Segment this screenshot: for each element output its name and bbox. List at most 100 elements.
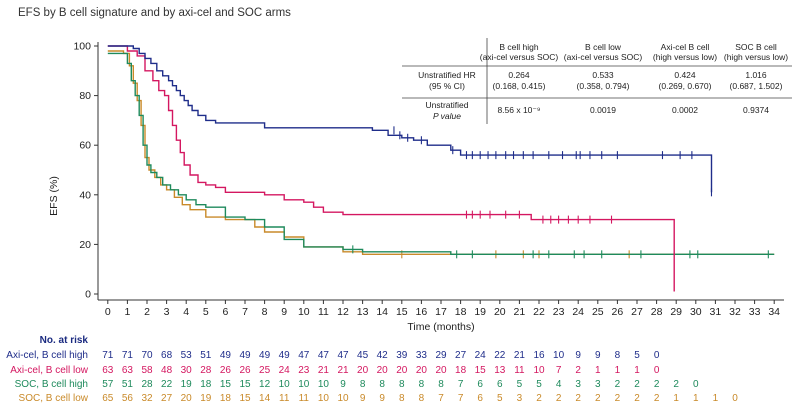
risk-value: 9 (595, 350, 601, 361)
table-cell: 0.0002 (672, 105, 698, 115)
risk-value: 6 (497, 379, 503, 390)
risk-value: 45 (357, 350, 369, 361)
x-tick-label: 28 (651, 306, 663, 318)
risk-value: 8 (399, 379, 405, 390)
risk-row-label: Axi-cel, B cell low (10, 365, 89, 376)
table-col-header: B cell low (585, 42, 622, 52)
x-tick-label: 22 (533, 306, 545, 318)
risk-value: 70 (141, 350, 153, 361)
risk-value: 2 (634, 379, 640, 390)
risk-value: 39 (396, 350, 408, 361)
risk-value: 16 (533, 350, 545, 361)
risk-value: 56 (122, 393, 134, 404)
risk-value: 13 (494, 365, 506, 376)
risk-row-label: SOC, B cell low (19, 393, 89, 404)
risk-value: 8 (438, 379, 444, 390)
risk-value: 10 (298, 379, 310, 390)
risk-value: 15 (475, 365, 487, 376)
risk-value: 1 (595, 365, 601, 376)
risk-value: 2 (615, 393, 621, 404)
x-tick-label: 31 (710, 306, 722, 318)
series-line (107, 50, 775, 255)
risk-value: 1 (634, 365, 640, 376)
x-tick-label: 0 (105, 306, 111, 318)
risk-value: 1 (713, 393, 719, 404)
risk-value: 7 (438, 393, 444, 404)
risk-value: 48 (161, 365, 173, 376)
x-tick-label: 23 (553, 306, 565, 318)
x-tick-label: 11 (318, 306, 329, 318)
y-tick-label: 0 (85, 289, 91, 301)
risk-value: 2 (536, 393, 542, 404)
risk-value: 7 (458, 379, 464, 390)
risk-value: 4 (556, 379, 562, 390)
risk-value: 24 (279, 365, 291, 376)
risk-value: 11 (279, 393, 290, 404)
table-row-label: Unstratified HR (418, 70, 476, 80)
x-tick-label: 10 (298, 306, 310, 318)
risk-value: 68 (161, 350, 173, 361)
risk-value: 2 (556, 393, 562, 404)
x-tick-label: 17 (435, 306, 447, 318)
table-cell: 0.424 (674, 70, 696, 80)
risk-value: 33 (416, 350, 428, 361)
risk-value: 2 (634, 393, 640, 404)
x-tick-label: 27 (631, 306, 643, 318)
risk-value: 15 (239, 379, 251, 390)
risk-value: 58 (141, 365, 153, 376)
risk-value: 9 (340, 379, 346, 390)
risk-value: 47 (337, 350, 349, 361)
risk-value: 49 (220, 350, 232, 361)
risk-value: 2 (595, 393, 601, 404)
series-line (107, 45, 713, 193)
risk-value: 0 (654, 350, 660, 361)
risk-value: 32 (141, 393, 153, 404)
x-tick-label: 19 (474, 306, 486, 318)
risk-value: 19 (200, 393, 212, 404)
x-tick-label: 4 (183, 306, 189, 318)
x-tick-label: 24 (572, 306, 584, 318)
risk-value: 53 (181, 350, 193, 361)
risk-value: 1 (693, 393, 699, 404)
risk-value: 71 (102, 350, 114, 361)
series-line (107, 45, 675, 292)
y-tick-label: 40 (79, 189, 91, 201)
risk-value: 65 (102, 393, 114, 404)
risk-value: 2 (654, 393, 660, 404)
risk-value: 8 (615, 350, 621, 361)
x-tick-label: 16 (416, 306, 428, 318)
chart-title: EFS by B cell signature and by axi-cel a… (18, 7, 291, 19)
risk-value: 51 (200, 350, 212, 361)
risk-value: 6 (477, 379, 483, 390)
risk-value: 18 (220, 393, 232, 404)
y-tick-label: 80 (79, 90, 91, 102)
risk-value: 3 (575, 379, 581, 390)
risk-value: 7 (556, 365, 562, 376)
y-tick-label: 20 (79, 239, 91, 251)
x-tick-label: 26 (612, 306, 624, 318)
risk-value: 49 (279, 350, 291, 361)
risk-value: 5 (634, 350, 640, 361)
risk-value: 10 (337, 393, 349, 404)
risk-value: 63 (122, 365, 134, 376)
risk-value: 9 (575, 350, 581, 361)
risk-value: 27 (455, 350, 467, 361)
risk-value: 20 (435, 365, 447, 376)
risk-value: 8 (419, 393, 425, 404)
risk-value: 25 (259, 365, 271, 376)
x-tick-label: 25 (592, 306, 604, 318)
risk-value: 24 (475, 350, 487, 361)
risk-value: 2 (575, 393, 581, 404)
risk-value: 2 (673, 379, 679, 390)
risk-value: 19 (181, 379, 193, 390)
x-axis-label: Time (months) (407, 321, 474, 333)
x-tick-label: 9 (281, 306, 287, 318)
risk-value: 2 (615, 379, 621, 390)
risk-value: 6 (477, 393, 483, 404)
x-tick-label: 14 (376, 306, 388, 318)
table-cell: 0.264 (508, 70, 530, 80)
risk-value: 29 (435, 350, 447, 361)
risk-value: 22 (161, 379, 173, 390)
